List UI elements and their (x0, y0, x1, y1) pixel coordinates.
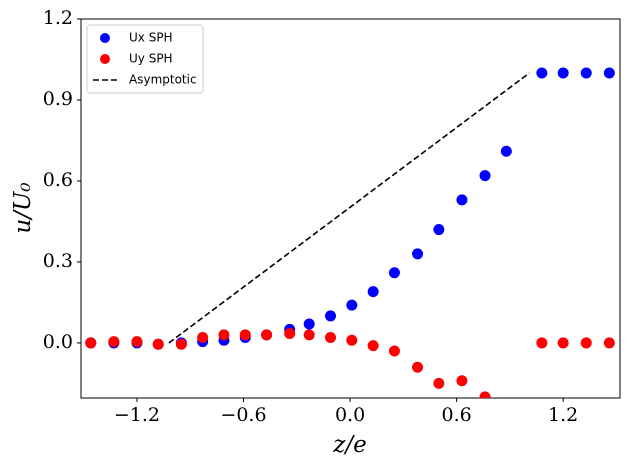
data-point (284, 327, 296, 339)
legend-box (86, 24, 204, 94)
y-tick-label: 0.6 (43, 169, 73, 191)
y-axis-label: u/U₀ (10, 182, 36, 233)
data-point (388, 345, 400, 357)
x-tick-label: 1.2 (548, 404, 578, 426)
y-tick-label: 0.9 (43, 88, 73, 110)
y-tick-label: 0.3 (43, 250, 73, 272)
legend-label: Uy SPH (129, 52, 173, 66)
data-point (108, 336, 120, 348)
data-point (152, 338, 164, 350)
data-point (603, 337, 615, 349)
data-point (239, 329, 251, 341)
y-tick-label: 1.2 (43, 7, 73, 29)
data-point (261, 329, 273, 341)
data-point (346, 334, 358, 346)
data-point (500, 145, 512, 157)
data-point (346, 299, 358, 311)
data-point (367, 286, 379, 298)
data-point (325, 332, 337, 344)
data-point (131, 336, 143, 348)
data-point (479, 170, 491, 182)
data-point (536, 337, 548, 349)
data-point (325, 310, 337, 322)
data-point (557, 67, 569, 79)
data-point (412, 361, 424, 373)
asymptotic-line (168, 72, 530, 344)
data-point (388, 267, 400, 279)
data-point (433, 377, 445, 389)
data-point (557, 337, 569, 349)
legend: Ux SPH Uy SPH Asymptotic (86, 24, 204, 94)
data-point (85, 337, 97, 349)
legend-marker (100, 54, 110, 64)
data-point (456, 194, 468, 206)
data-point (580, 337, 592, 349)
legend-label: Asymptotic (129, 73, 197, 87)
data-point (412, 248, 424, 260)
legend-marker (100, 33, 110, 43)
x-tick-label: −0.6 (220, 404, 266, 426)
x-tick-label: 0.0 (335, 404, 365, 426)
y-tick-label: 0.0 (43, 331, 73, 353)
data-point (580, 67, 592, 79)
data-point (218, 329, 230, 341)
plot-area (85, 67, 615, 398)
data-point (603, 67, 615, 79)
data-point (367, 340, 379, 352)
data-point (479, 391, 491, 398)
legend-label: Ux SPH (129, 31, 173, 45)
data-point (197, 332, 209, 344)
data-point (175, 338, 187, 350)
x-tick-label: −1.2 (114, 404, 160, 426)
data-point (433, 224, 445, 236)
x-tick-label: 0.6 (442, 404, 472, 426)
data-point (303, 329, 315, 341)
data-point (536, 67, 548, 79)
data-point (456, 375, 468, 387)
data-point (303, 318, 315, 330)
x-axis-label: z/e (332, 432, 366, 458)
